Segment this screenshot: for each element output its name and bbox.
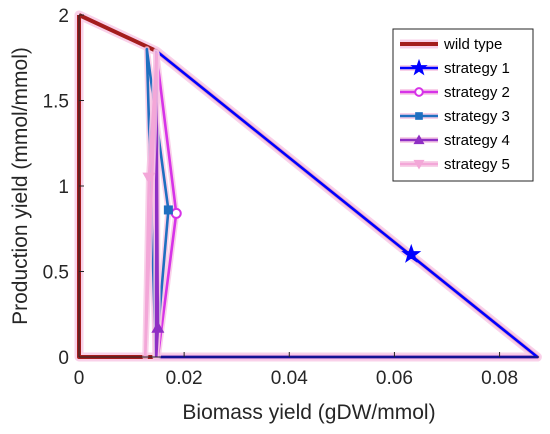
series-marker-strategy-2 [170, 207, 182, 219]
series-line-strategy-4 [154, 51, 160, 358]
legend-marker [413, 159, 425, 170]
legend: wild type strategy 1 strategy 2 strategy 3 s… [392, 28, 534, 182]
series-marker-strategy-5 [142, 172, 156, 184]
y-tick-label: 0.5 [43, 263, 69, 284]
x-axis-label: Biomass yield (gDW/mmol) [182, 401, 435, 424]
x-tick-label: 0 [74, 368, 85, 389]
legend-item-strategy-1: strategy 1 [400, 58, 510, 77]
legend-label: strategy 2 [444, 84, 510, 101]
series-marker-strategy-1 [401, 243, 422, 263]
legend-marker [410, 58, 428, 76]
series-marker-strategy-3 [163, 205, 173, 215]
legend-label: strategy 4 [444, 132, 510, 149]
ticks-layer: 0 0.02 0.04 0.06 0.08 0 0.5 1 1.5 2 [43, 6, 518, 389]
series-strategy-4 [151, 49, 165, 360]
legend-box [392, 28, 534, 182]
x-tick-label: 0.06 [376, 368, 413, 389]
legend-marker [415, 112, 423, 120]
x-tick-label: 0.04 [271, 368, 308, 389]
series-strategy-5 [142, 51, 160, 360]
legend-item-wild-type: wild type [400, 36, 502, 53]
legend-label: strategy 5 [444, 156, 510, 173]
legend-item-strategy-5: strategy 5 [400, 156, 510, 173]
y-tick-label: 2 [58, 6, 69, 27]
legend-item-strategy-2: strategy 2 [400, 84, 510, 101]
legend-label: strategy 1 [444, 60, 510, 77]
legend-label: strategy 3 [444, 108, 510, 125]
y-tick-label: 1 [58, 177, 69, 198]
x-tick-label: 0.02 [166, 368, 203, 389]
legend-marker [413, 134, 425, 145]
y-tick-label: 0 [58, 348, 69, 369]
legend-marker [414, 87, 424, 97]
y-axis-label: Production yield (mmol/mmol) [9, 47, 32, 325]
x-tick-label: 0.08 [481, 368, 518, 389]
y-tick-label: 1.5 [43, 92, 69, 113]
legend-item-strategy-3: strategy 3 [400, 108, 510, 125]
series-line-strategy-5 [143, 53, 159, 358]
legend-label: wild type [443, 36, 502, 53]
series-marker-strategy-4 [151, 321, 165, 333]
legend-item-strategy-4: strategy 4 [400, 132, 510, 149]
